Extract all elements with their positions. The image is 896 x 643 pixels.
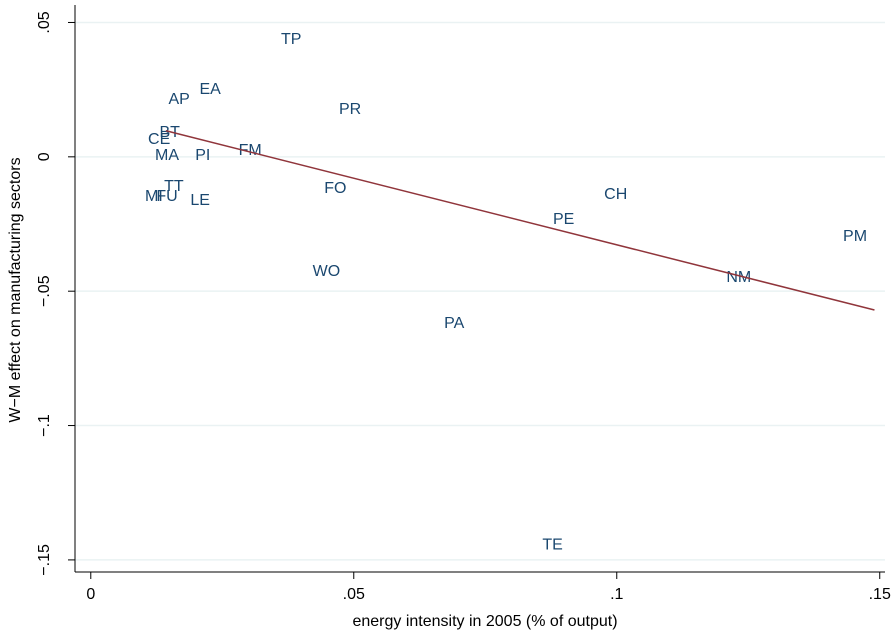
point-label: WO: [313, 263, 341, 280]
y-tick-label: −.15: [36, 544, 53, 576]
point-label: TT: [164, 178, 184, 195]
x-tick-label: .15: [869, 586, 891, 603]
y-tick-label: 0: [36, 152, 53, 161]
point-label: MI: [145, 188, 163, 205]
point-label: CE: [148, 131, 170, 148]
point-label: TE: [542, 536, 562, 553]
point-label: PE: [553, 211, 574, 228]
x-tick-label: .05: [343, 586, 365, 603]
point-label: PA: [444, 315, 464, 332]
x-tick-label: 0: [86, 586, 95, 603]
x-axis-title: energy intensity in 2005 (% of output): [352, 613, 617, 630]
y-tick-label: −.05: [36, 275, 53, 307]
x-tick-label: .1: [610, 586, 623, 603]
point-label: FU: [156, 188, 177, 205]
y-tick-label: .05: [36, 11, 53, 33]
y-tick-label: −.1: [36, 414, 53, 437]
y-axis-title: W−M effect on manufacturing sectors: [7, 157, 24, 422]
point-label: MA: [155, 147, 179, 164]
point-label: PM: [843, 228, 867, 245]
point-label: LE: [190, 192, 210, 209]
point-label: FM: [239, 142, 262, 159]
point-label: CH: [604, 186, 627, 203]
point-label: AP: [168, 91, 189, 108]
point-label: BT: [159, 124, 180, 141]
point-label: PR: [339, 101, 361, 118]
fit-line: [165, 130, 875, 311]
point-label: EA: [200, 81, 222, 98]
point-label: TP: [281, 31, 301, 48]
point-label: FO: [324, 180, 346, 197]
point-label: PI: [195, 147, 210, 164]
